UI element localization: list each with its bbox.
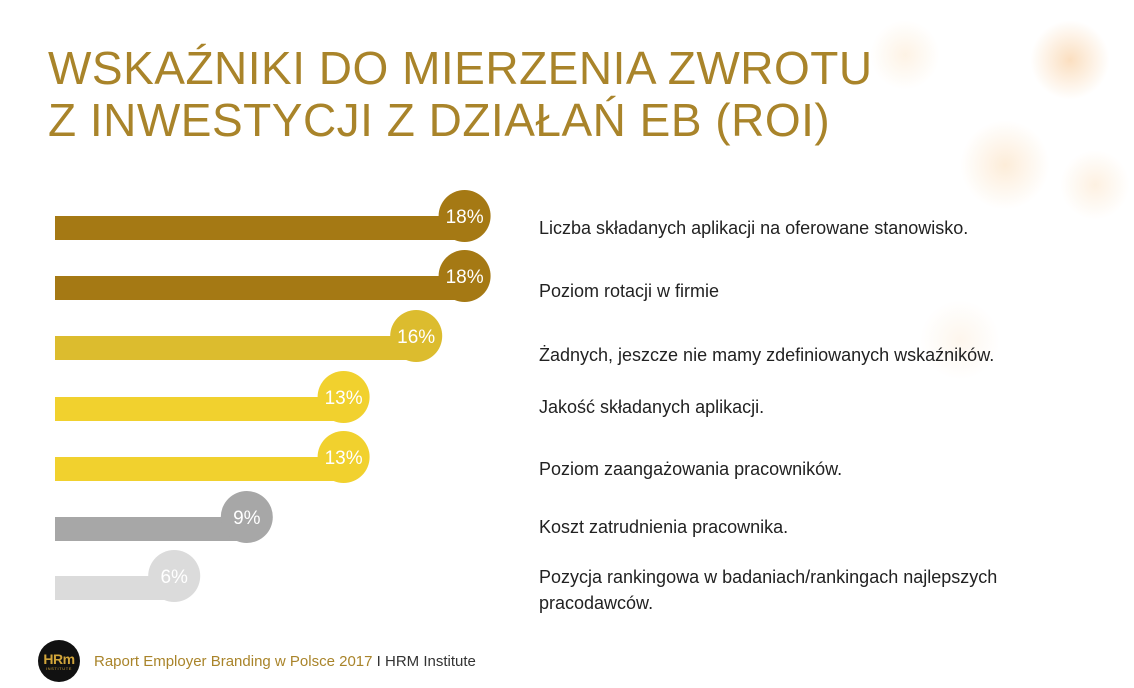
bar xyxy=(55,457,344,481)
category-label: Jakość składanych aplikacji. xyxy=(539,397,765,417)
category-label: Koszt zatrudnienia pracownika. xyxy=(539,517,789,537)
value-label: 13% xyxy=(325,448,363,469)
category-label: Liczba składanych aplikacji na oferowane… xyxy=(539,218,969,238)
footer-separator: I xyxy=(372,652,385,670)
bar-cap xyxy=(220,491,273,543)
bar-cap xyxy=(390,310,443,362)
bar-cap xyxy=(317,371,370,423)
title-line-1: WSKAŹNIKI DO MIERZENIA ZWROTU xyxy=(48,42,873,94)
logo-sub-text: INSTITUTE xyxy=(45,665,73,671)
report-name: Raport Employer Branding w Polsce 2017 xyxy=(94,652,373,670)
organization-name: HRM Institute xyxy=(385,652,476,670)
category-label: Poziom zaangażowania pracowników. xyxy=(539,459,843,479)
category-label: Poziom rotacji w firmie xyxy=(539,281,720,301)
bar-cap xyxy=(148,550,201,602)
hrm-logo: HRm INSTITUTE xyxy=(38,640,80,682)
footer-text: Raport Employer Branding w Polsce 2017 I… xyxy=(94,653,476,670)
value-label: 16% xyxy=(397,327,435,348)
bar xyxy=(55,216,465,240)
logo-main-text: HRm xyxy=(43,650,75,667)
value-label: 9% xyxy=(233,508,261,529)
bar xyxy=(55,276,465,300)
title-line-2: Z INWESTYCJI Z DZIAŁAŃ EB (ROI) xyxy=(48,94,831,146)
category-label: Pozycja rankingowa w badaniach/rankingac… xyxy=(539,567,998,613)
value-label: 6% xyxy=(160,567,188,588)
value-label: 13% xyxy=(325,388,363,409)
value-label: 18% xyxy=(446,207,484,228)
bar xyxy=(55,517,247,541)
bar-cap xyxy=(438,250,491,302)
bar-cap xyxy=(317,431,370,483)
footer: HRm INSTITUTE Raport Employer Branding w… xyxy=(38,640,476,682)
bar xyxy=(55,397,344,421)
value-label: 18% xyxy=(446,267,484,288)
bar xyxy=(55,336,417,360)
page-title: WSKAŹNIKI DO MIERZENIA ZWROTU Z INWESTYC… xyxy=(48,42,873,146)
bar-cap xyxy=(438,190,491,242)
category-label: Żadnych, jeszcze nie mamy zdefiniowanych… xyxy=(539,345,995,365)
